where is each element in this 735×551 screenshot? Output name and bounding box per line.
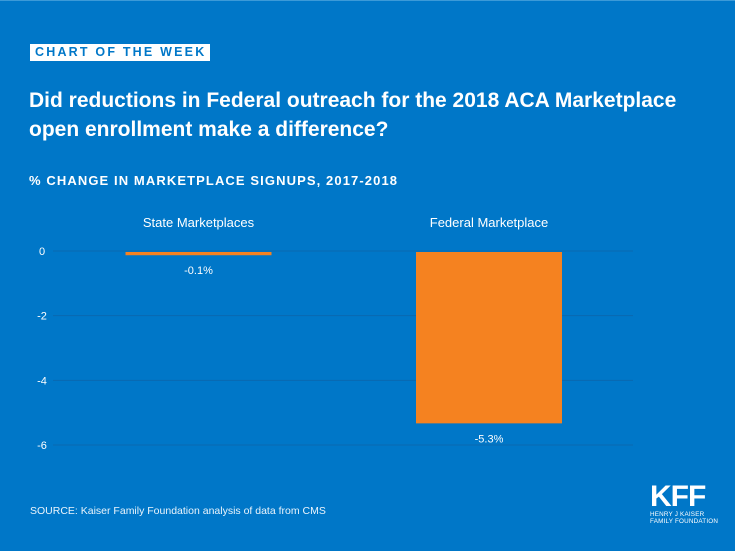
kff-logo-line-1: HENRY J KAISER bbox=[650, 511, 705, 518]
chart-subtitle: % CHANGE IN MARKETPLACE SIGNUPS, 2017-20… bbox=[29, 173, 399, 188]
source-note: SOURCE: Kaiser Family Foundation analysi… bbox=[30, 505, 326, 517]
top-border bbox=[0, 0, 735, 1]
category-label: State Marketplaces bbox=[143, 215, 255, 230]
data-label: -5.3% bbox=[475, 433, 504, 445]
chart-title: Did reductions in Federal outreach for t… bbox=[29, 89, 677, 141]
kff-logo: KFF HENRY J KAISER FAMILY FOUNDATION bbox=[650, 480, 719, 526]
y-tick-label: -4 bbox=[37, 375, 47, 387]
y-tick-label: -2 bbox=[37, 311, 47, 323]
data-label: -0.1% bbox=[184, 265, 213, 277]
kff-logo-line-2: FAMILY FOUNDATION bbox=[650, 518, 719, 525]
chart-of-the-week-badge: CHART OF THE WEEK bbox=[30, 44, 211, 61]
kff-logo-mark: KFF bbox=[650, 480, 706, 513]
y-tick-label: -6 bbox=[37, 440, 47, 452]
bar bbox=[416, 252, 562, 424]
y-tick-label: 0 bbox=[39, 246, 45, 258]
bar bbox=[125, 252, 272, 256]
category-label: Federal Marketplace bbox=[430, 215, 549, 230]
